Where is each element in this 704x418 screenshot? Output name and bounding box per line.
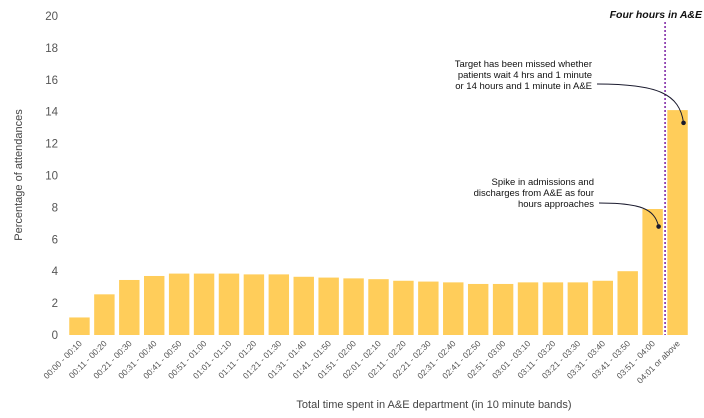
bar [443, 282, 464, 335]
bar [168, 273, 190, 335]
y-tick-label: 4 [52, 266, 59, 278]
bar [617, 271, 638, 335]
y-tick-label: 0 [52, 330, 58, 342]
y-tick-label: 14 [45, 107, 58, 119]
bar [567, 282, 589, 335]
bar [94, 294, 115, 335]
bar [218, 273, 240, 335]
y-axis-label: Percentage of attendances [13, 109, 25, 241]
bar [243, 274, 265, 335]
y-tick-label: 16 [45, 75, 58, 87]
bar [293, 276, 314, 335]
bar [492, 283, 514, 335]
bar [467, 283, 489, 335]
y-tick-label: 18 [45, 43, 58, 55]
annotation-text: Target has been missed whether [455, 59, 592, 70]
bar [418, 281, 439, 335]
annotation-connector [598, 202, 660, 227]
annotation-dot [656, 224, 661, 229]
annotation-text: discharges from A&E as four [474, 188, 594, 199]
bar [642, 208, 663, 335]
bar [268, 274, 290, 335]
annotation-text: patients wait 4 hrs and 1 minute [458, 70, 592, 81]
x-axis-label: Total time spent in A&E department (in 1… [296, 399, 571, 411]
annotation-dot [681, 120, 686, 126]
annotation-connector [596, 83, 685, 123]
bar [542, 282, 564, 335]
y-tick-label: 20 [45, 11, 58, 23]
bar [69, 317, 90, 335]
bars [69, 110, 688, 335]
bar [393, 280, 414, 335]
four-hour-marker-label: Four hours in A&E [610, 9, 703, 21]
bar [343, 278, 364, 335]
annotation-text: or 14 hours and 1 minute in A&E [455, 81, 592, 92]
annotation-text: hours approaches [518, 199, 594, 210]
y-tick-label: 10 [45, 171, 58, 183]
y-tick-label: 6 [52, 234, 58, 246]
bar [119, 279, 140, 335]
bar [517, 282, 539, 335]
y-axis: 0 2 4 6 8 10 12 14 16 18 20 [45, 11, 58, 342]
bar [318, 277, 339, 335]
four-hour-marker: Four hours in A&E [610, 9, 703, 335]
bar [193, 273, 215, 335]
y-tick-label: 8 [52, 202, 58, 214]
y-tick-label: 12 [45, 139, 58, 151]
bar [667, 110, 688, 335]
bar [592, 280, 613, 335]
annotation-text: Spike in admissions and [492, 177, 594, 188]
bar [368, 279, 389, 335]
y-tick-label: 2 [52, 298, 58, 310]
bar [144, 275, 165, 335]
